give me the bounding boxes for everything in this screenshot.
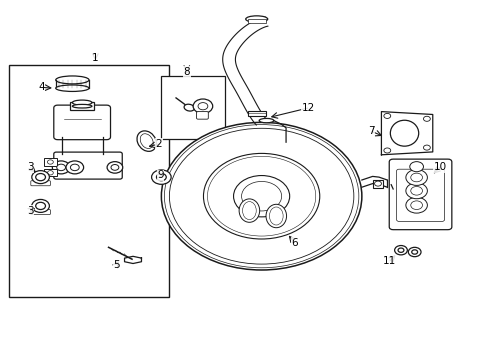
Text: 12: 12 — [301, 103, 314, 113]
Circle shape — [169, 128, 353, 264]
Bar — [44, 169, 57, 176]
Bar — [247, 111, 265, 116]
Circle shape — [156, 174, 166, 181]
Circle shape — [374, 181, 381, 186]
Text: 4: 4 — [38, 82, 45, 93]
Text: 1: 1 — [92, 53, 99, 63]
Bar — [161, 76, 224, 139]
Ellipse shape — [245, 16, 267, 22]
Circle shape — [193, 99, 212, 113]
Text: 6: 6 — [291, 238, 298, 248]
Text: 9: 9 — [157, 170, 163, 180]
Circle shape — [233, 176, 289, 217]
Ellipse shape — [183, 104, 194, 111]
Ellipse shape — [56, 85, 89, 91]
Text: 2: 2 — [155, 139, 162, 149]
Circle shape — [407, 247, 420, 257]
Circle shape — [57, 164, 65, 171]
Circle shape — [70, 164, 79, 171]
Ellipse shape — [239, 199, 259, 222]
Circle shape — [410, 201, 422, 210]
Circle shape — [52, 161, 70, 174]
Circle shape — [164, 125, 358, 268]
Ellipse shape — [259, 118, 273, 123]
Circle shape — [36, 202, 45, 210]
Text: 3: 3 — [27, 206, 34, 216]
FancyBboxPatch shape — [196, 112, 208, 119]
Bar — [44, 158, 57, 166]
Circle shape — [32, 171, 49, 184]
FancyBboxPatch shape — [54, 105, 110, 140]
Bar — [70, 102, 94, 110]
Circle shape — [405, 197, 427, 213]
FancyBboxPatch shape — [54, 152, 122, 179]
FancyBboxPatch shape — [388, 159, 451, 230]
Circle shape — [32, 199, 49, 212]
Ellipse shape — [140, 134, 153, 149]
Text: 10: 10 — [433, 162, 446, 172]
Circle shape — [36, 174, 45, 181]
Circle shape — [394, 246, 407, 255]
Circle shape — [107, 162, 122, 173]
Circle shape — [66, 161, 83, 174]
Circle shape — [410, 173, 422, 182]
Circle shape — [423, 145, 429, 150]
Circle shape — [409, 162, 423, 172]
Ellipse shape — [389, 120, 418, 146]
Circle shape — [207, 156, 315, 236]
FancyBboxPatch shape — [31, 210, 50, 215]
Circle shape — [423, 116, 429, 121]
Circle shape — [161, 122, 361, 270]
Ellipse shape — [72, 104, 92, 108]
Circle shape — [383, 148, 390, 153]
Ellipse shape — [137, 131, 156, 151]
Circle shape — [410, 186, 422, 195]
Circle shape — [47, 171, 53, 175]
Ellipse shape — [72, 100, 92, 105]
Circle shape — [203, 153, 319, 239]
Text: 8: 8 — [183, 67, 190, 77]
Ellipse shape — [269, 207, 283, 225]
Circle shape — [397, 248, 403, 252]
Circle shape — [405, 170, 427, 185]
Circle shape — [241, 181, 281, 211]
Circle shape — [47, 160, 53, 164]
Text: 3: 3 — [27, 162, 34, 172]
Text: 7: 7 — [367, 126, 374, 136]
FancyBboxPatch shape — [31, 181, 50, 186]
Ellipse shape — [56, 76, 89, 84]
FancyBboxPatch shape — [396, 169, 444, 221]
Ellipse shape — [265, 204, 286, 228]
Ellipse shape — [242, 202, 256, 220]
Circle shape — [198, 103, 207, 110]
Bar — [9, 65, 168, 297]
Text: 11: 11 — [382, 256, 396, 266]
Circle shape — [151, 170, 171, 184]
Circle shape — [405, 183, 427, 199]
Bar — [247, 19, 265, 23]
Circle shape — [411, 250, 417, 254]
Circle shape — [111, 165, 119, 170]
Circle shape — [383, 113, 390, 118]
Bar — [372, 180, 383, 188]
Text: 5: 5 — [113, 260, 120, 270]
